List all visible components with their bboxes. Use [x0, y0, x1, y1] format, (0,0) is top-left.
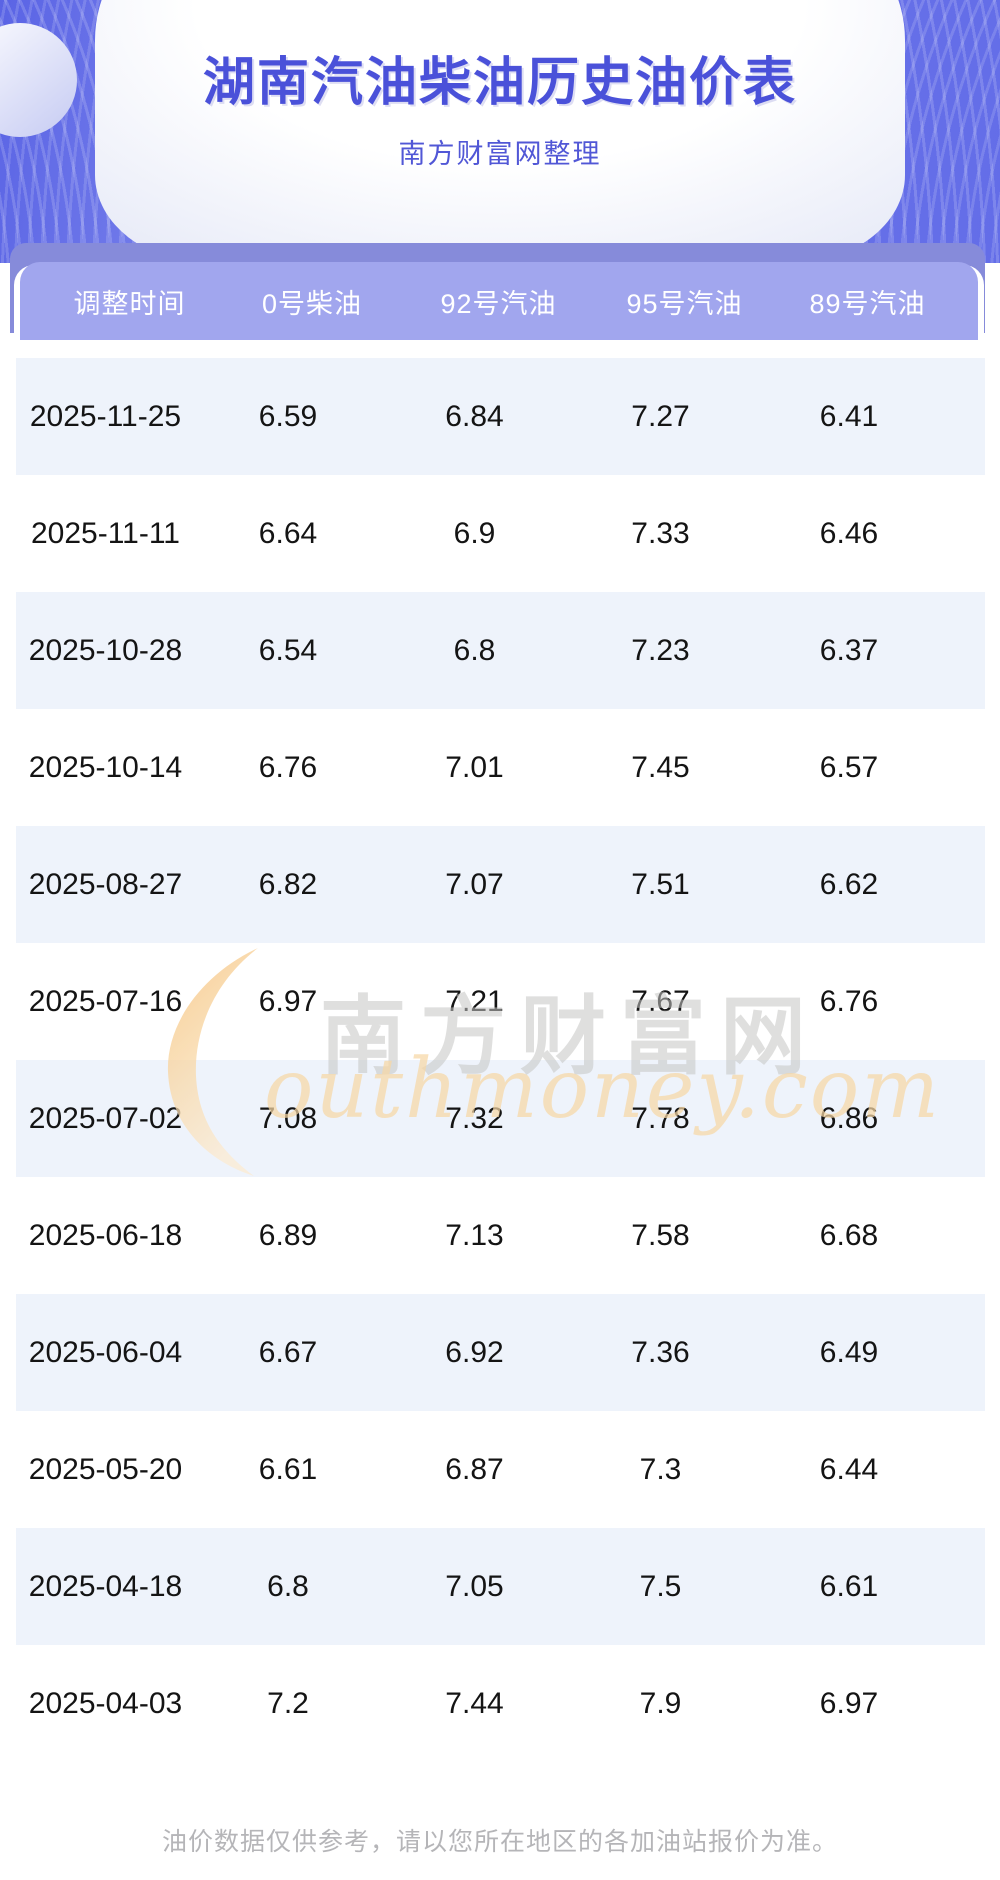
cell-price-gas95: 7.3 — [639, 1452, 682, 1486]
column-header-gas89: 89号汽油 — [809, 288, 926, 319]
cell-price-gas89: 6.97 — [819, 1686, 879, 1720]
table-row: 2025-11-25 6.59 6.84 7.27 6.41 — [16, 358, 985, 475]
cell-date: 2025-11-11 — [30, 516, 180, 550]
cell-price-diesel0: 6.82 — [258, 867, 318, 901]
cell-price-gas92: 7.01 — [445, 750, 504, 784]
cell-price-gas89: 6.62 — [819, 867, 879, 901]
cell-price-gas92: 7.05 — [445, 1569, 504, 1603]
cell-price-gas92: 7.13 — [445, 1218, 504, 1252]
cell-price-gas95: 7.36 — [631, 1335, 690, 1369]
cell-date: 2025-07-02 — [28, 1101, 183, 1135]
cell-price-diesel0: 6.64 — [258, 516, 318, 550]
cell-price-diesel0: 7.08 — [258, 1101, 318, 1135]
cell-price-gas95: 7.27 — [631, 399, 690, 433]
header-banner: 湖南汽油柴油历史油价表 南方财富网整理 — [0, 0, 1000, 263]
column-header-diesel0: 0号柴油 — [261, 288, 363, 319]
table-row: 2025-11-11 6.64 6.9 7.33 6.46 — [16, 475, 985, 592]
cell-price-gas89: 6.86 — [819, 1101, 879, 1135]
column-header-gas95: 95号汽油 — [626, 288, 743, 319]
cell-price-gas92: 7.21 — [445, 984, 504, 1018]
cell-price-gas95: 7.51 — [631, 867, 690, 901]
table-row: 2025-06-04 6.67 6.92 7.36 6.49 — [16, 1294, 985, 1411]
cell-price-gas89: 6.44 — [819, 1452, 879, 1486]
cell-price-diesel0: 6.97 — [258, 984, 318, 1018]
cell-price-gas95: 7.67 — [631, 984, 690, 1018]
cell-price-gas95: 7.9 — [639, 1686, 682, 1720]
cell-price-gas92: 6.87 — [445, 1452, 504, 1486]
table-row: 2025-05-20 6.61 6.87 7.3 6.44 — [16, 1411, 985, 1528]
banner-card: 湖南汽油柴油历史油价表 南方财富网整理 — [95, 0, 905, 263]
cell-price-gas92: 6.84 — [445, 399, 504, 433]
cell-date: 2025-04-18 — [28, 1569, 183, 1603]
cell-price-diesel0: 6.59 — [258, 399, 318, 433]
page-subtitle: 南方财富网整理 — [398, 139, 602, 169]
table-row: 2025-10-14 6.76 7.01 7.45 6.57 — [16, 709, 985, 826]
cell-price-gas89: 6.68 — [819, 1218, 879, 1252]
cell-price-gas95: 7.33 — [631, 516, 690, 550]
cell-price-gas95: 7.5 — [639, 1569, 682, 1603]
cell-price-diesel0: 6.76 — [258, 750, 318, 784]
table-body: 2025-11-25 6.59 6.84 7.27 6.41 2025-11-11 6.64… — [0, 358, 1000, 1762]
table-row: 2025-07-02 7.08 7.32 7.78 6.86 — [16, 1060, 985, 1177]
cell-date: 2025-10-28 — [28, 633, 183, 667]
cell-date: 2025-06-04 — [28, 1335, 183, 1369]
page-title: 湖南汽油柴油历史油价表 — [202, 54, 797, 112]
cell-price-gas95: 7.45 — [631, 750, 690, 784]
cell-price-diesel0: 7.2 — [267, 1686, 309, 1720]
cell-price-diesel0: 6.8 — [267, 1569, 309, 1603]
cell-price-gas89: 6.46 — [819, 516, 879, 550]
cell-price-gas95: 7.58 — [631, 1218, 690, 1252]
table-row: 2025-08-27 6.82 7.07 7.51 6.62 — [16, 826, 985, 943]
cell-date: 2025-05-20 — [28, 1452, 183, 1486]
cell-price-gas89: 6.37 — [819, 633, 879, 667]
cell-price-gas89: 6.41 — [819, 399, 879, 433]
column-header-gas92: 92号汽油 — [440, 288, 557, 319]
cell-price-gas92: 7.07 — [445, 867, 504, 901]
cell-price-gas92: 7.32 — [445, 1101, 504, 1135]
table-row: 2025-04-03 7.2 7.44 7.9 6.97 — [16, 1645, 985, 1762]
cell-price-diesel0: 6.67 — [258, 1335, 318, 1369]
footer-disclaimer: 油价数据仅供参考，请以您所在地区的各加油站报价为准。 — [161, 1828, 838, 1856]
cell-date: 2025-04-03 — [28, 1686, 183, 1720]
table-row: 2025-07-16 6.97 7.21 7.67 6.76 — [16, 943, 985, 1060]
column-header-date: 调整时间 — [73, 288, 186, 319]
cell-price-gas89: 6.76 — [819, 984, 879, 1018]
table-header-row: 调整时间 0号柴油 92号汽油 95号汽油 89号汽油 — [20, 262, 978, 340]
cell-date: 2025-10-14 — [28, 750, 183, 784]
table-row: 2025-10-28 6.54 6.8 7.23 6.37 — [16, 592, 985, 709]
cell-price-gas89: 6.61 — [819, 1569, 879, 1603]
cell-date: 2025-11-25 — [29, 399, 182, 433]
table-row: 2025-06-18 6.89 7.13 7.58 6.68 — [16, 1177, 985, 1294]
cell-date: 2025-07-16 — [28, 984, 183, 1018]
cell-price-gas92: 6.9 — [453, 516, 496, 550]
table-header-grid: 调整时间 0号柴油 92号汽油 95号汽油 89号汽油 — [20, 262, 978, 340]
table-row: 2025-04-18 6.8 7.05 7.5 6.61 — [16, 1528, 985, 1645]
cell-price-gas95: 7.78 — [631, 1101, 690, 1135]
cell-price-gas92: 6.8 — [453, 633, 496, 667]
cell-price-diesel0: 6.89 — [258, 1218, 318, 1252]
cell-price-gas92: 6.92 — [445, 1335, 504, 1369]
cell-price-gas92: 7.44 — [445, 1686, 504, 1720]
cell-date: 2025-08-27 — [28, 867, 183, 901]
cell-price-diesel0: 6.54 — [258, 633, 318, 667]
cell-price-gas89: 6.49 — [819, 1335, 879, 1369]
cell-price-gas89: 6.57 — [819, 750, 879, 784]
cell-price-gas95: 7.23 — [631, 633, 690, 667]
cell-date: 2025-06-18 — [28, 1218, 183, 1252]
cell-price-diesel0: 6.61 — [258, 1452, 318, 1486]
